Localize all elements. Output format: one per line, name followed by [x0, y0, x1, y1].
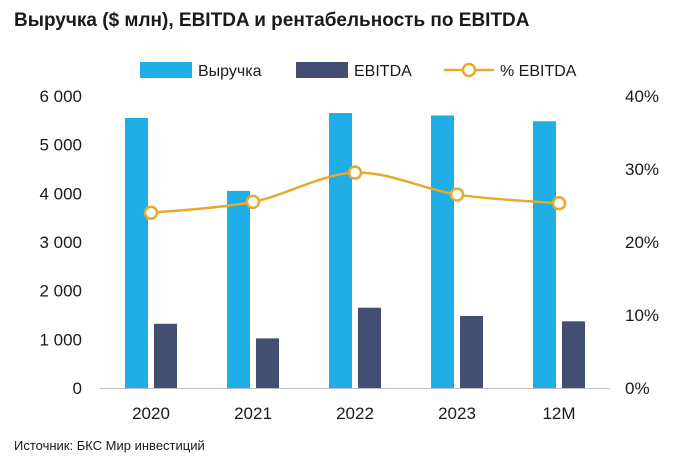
ebitda-margin-point	[449, 187, 465, 202]
revenue-bar	[125, 117, 148, 389]
x-tick-label: 2020	[132, 404, 170, 423]
ebitda-margin-point	[347, 165, 363, 180]
x-tick-label: 2022	[336, 404, 374, 423]
x-tick-label: 12M	[542, 404, 575, 423]
legend-swatch-revenue	[140, 62, 192, 78]
ebitda-bar	[154, 323, 177, 388]
revenue-bar	[533, 121, 556, 388]
y2-tick-label: 40%	[625, 87, 659, 106]
revenue-bar	[227, 190, 250, 388]
y2-tick-label: 30%	[625, 160, 659, 179]
legend-label-revenue: Выручка	[198, 63, 262, 80]
source-note: Источник: БКС Мир инвестиций	[14, 438, 205, 453]
y2-tick-label: 20%	[625, 233, 659, 252]
chart-title: Выручка ($ млн), EBITDA и рентабельность…	[14, 10, 530, 31]
legend-label-margin: % EBITDA	[500, 63, 577, 80]
x-tick-label: 2021	[234, 404, 272, 423]
legend-swatch-ebitda	[296, 62, 348, 78]
revenue-bar	[431, 115, 454, 388]
y-tick-label: 4 000	[39, 184, 82, 203]
legend-marker-margin	[461, 62, 477, 78]
ebitda-margin-point	[143, 205, 159, 221]
legend-label-ebitda: EBITDA	[354, 63, 412, 80]
ebitda-margin-point	[551, 196, 567, 211]
y-tick-label: 2 000	[39, 282, 82, 301]
x-tick-label: 2023	[438, 404, 476, 423]
ebitda-bar	[562, 321, 585, 388]
y-tick-label: 1 000	[39, 330, 82, 349]
y2-tick-label: 10%	[625, 306, 659, 325]
y-tick-label: 3 000	[39, 233, 82, 252]
ebitda-bar	[256, 338, 279, 388]
revenue-bar	[329, 113, 352, 389]
y2-tick-label: 0%	[625, 379, 650, 398]
ebitda-bar	[358, 307, 381, 388]
ebitda-bar	[460, 315, 483, 388]
y-tick-label: 0	[73, 379, 82, 398]
ebitda-margin-point	[245, 194, 261, 210]
y-tick-label: 6 000	[39, 87, 82, 106]
y-tick-label: 5 000	[39, 136, 82, 155]
